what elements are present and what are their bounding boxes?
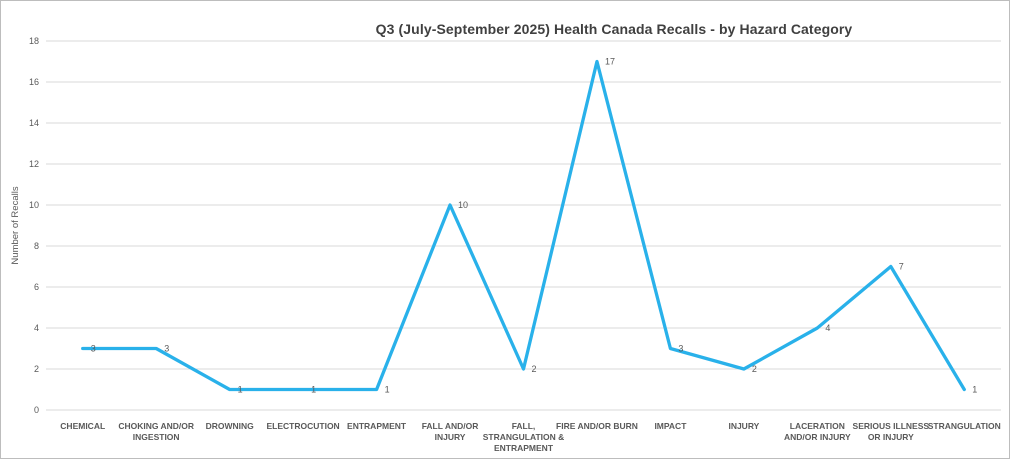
data-label: 3 [91, 344, 96, 354]
y-tick-label: 10 [29, 200, 39, 210]
y-tick-label: 12 [29, 159, 39, 169]
data-label: 17 [605, 57, 615, 67]
chart-title: Q3 (July-September 2025) Health Canada R… [375, 21, 853, 37]
x-category-label: FIRE AND/OR BURN [556, 421, 638, 431]
data-label: 2 [532, 364, 537, 374]
data-label: 1 [238, 385, 243, 395]
data-label: 1 [972, 385, 977, 395]
data-label: 2 [752, 364, 757, 374]
x-category-label: CHOKING AND/OR INGESTION [118, 421, 194, 442]
x-category-label: STRANGULATION [928, 421, 1001, 431]
x-category-label: IMPACT [654, 421, 687, 431]
data-label: 3 [678, 344, 683, 354]
x-category-label: CHEMICAL [60, 421, 105, 431]
y-tick-label: 2 [34, 364, 39, 374]
data-label: 10 [458, 200, 468, 210]
y-tick-label: 18 [29, 36, 39, 46]
x-category-label: INJURY [728, 421, 759, 431]
data-label: 4 [825, 323, 830, 333]
data-label: 1 [385, 385, 390, 395]
y-axis-title: Number of Recalls [10, 186, 21, 264]
data-label: 3 [164, 344, 169, 354]
y-tick-label: 6 [34, 282, 39, 292]
x-category-label: ENTRAPMENT [347, 421, 407, 431]
x-category-label: LACERATION AND/OR INJURY [784, 421, 851, 442]
x-category-label: SERIOUS ILLNESS OR INJURY [853, 421, 930, 442]
x-category-label: FALL AND/OR INJURY [422, 421, 479, 442]
data-label: 7 [899, 262, 904, 272]
data-label: 1 [311, 385, 316, 395]
series-line [81, 59, 966, 392]
x-category-label: DROWNING [206, 421, 255, 431]
y-tick-label: 4 [34, 323, 39, 333]
y-tick-label: 16 [29, 77, 39, 87]
x-category-label: FALL, STRANGULATION & ENTRAPMENT [483, 421, 565, 453]
x-category-label: ELECTROCUTION [267, 421, 340, 431]
y-tick-label: 8 [34, 241, 39, 251]
y-tick-label: 0 [34, 405, 39, 415]
y-tick-label: 14 [29, 118, 39, 128]
